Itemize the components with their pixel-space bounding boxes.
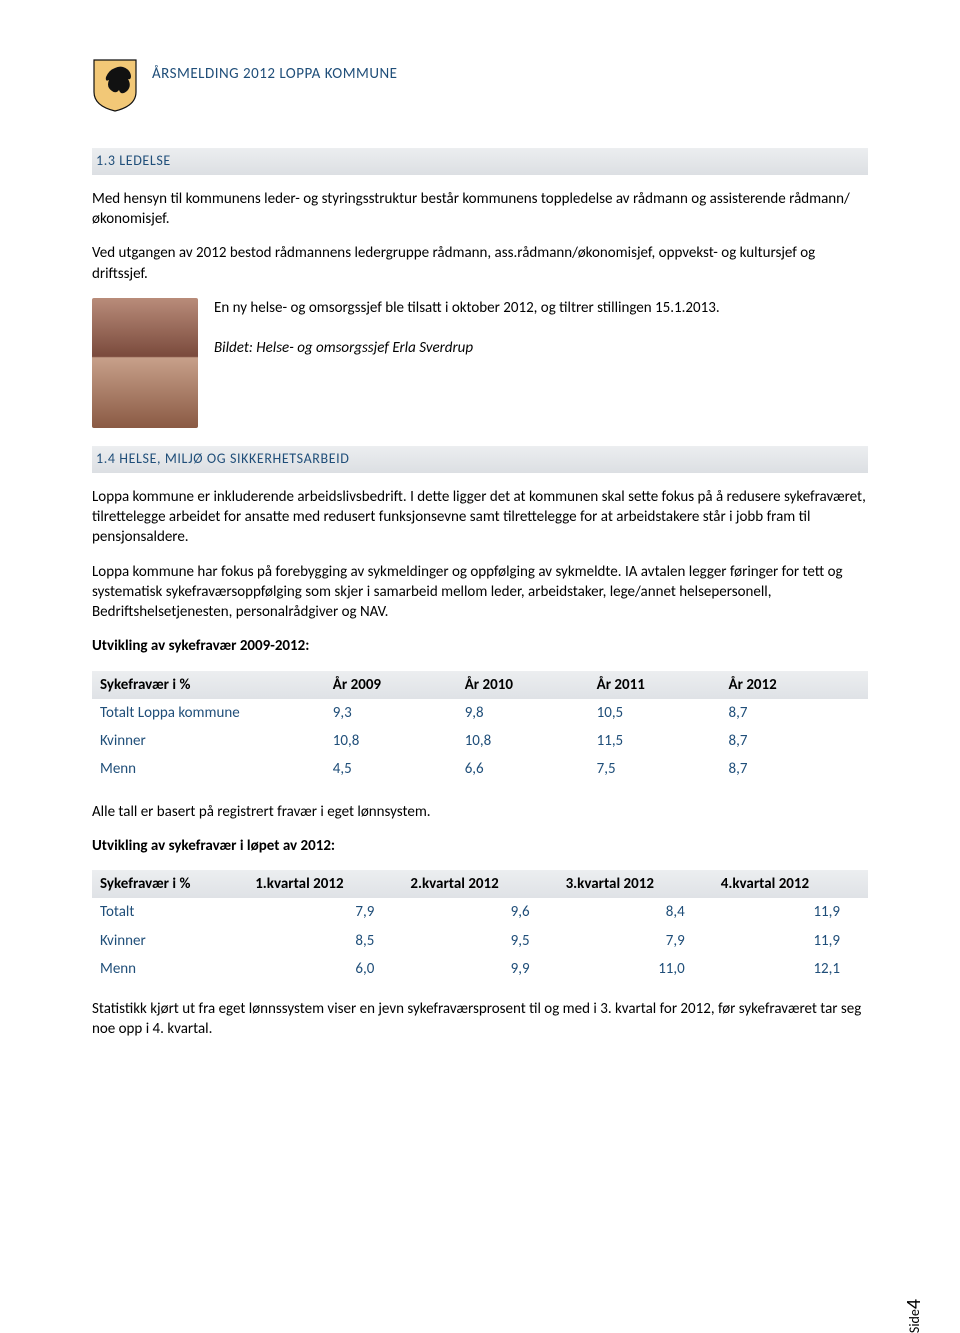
table-row: Totalt Loppa kommune 9,3 9,8 10,5 8,7: [92, 699, 868, 727]
page-number: 4: [902, 1299, 926, 1309]
cell: 10,8: [457, 727, 589, 755]
row-label: Totalt Loppa kommune: [92, 699, 325, 727]
portrait-photo: [92, 298, 198, 428]
col-header: År 2010: [457, 671, 589, 699]
row-label: Totalt: [92, 898, 247, 926]
col-header: År 2012: [721, 671, 868, 699]
header-title: ÅRSMELDING 2012 LOPPA KOMMUNE: [152, 64, 397, 84]
row-label: Menn: [92, 955, 247, 983]
cell: 4,5: [325, 755, 457, 783]
cell: 9,9: [402, 955, 557, 983]
cell: 7,9: [247, 898, 402, 926]
cell: 10,8: [325, 727, 457, 755]
cell: 10,5: [589, 699, 721, 727]
photo-row: En ny helse- og omsorgssjef ble tilsatt …: [92, 298, 868, 428]
cell: 7,9: [558, 927, 713, 955]
body-paragraph: Alle tall er basert på registrert fravær…: [92, 802, 868, 822]
table-row: Totalt 7,9 9,6 8,4 11,9: [92, 898, 868, 926]
col-header: Sykefravær i %: [92, 671, 325, 699]
cell: 6,6: [457, 755, 589, 783]
table-body: Totalt 7,9 9,6 8,4 11,9 Kvinner 8,5 9,5 …: [92, 898, 868, 983]
cell: 7,5: [589, 755, 721, 783]
cell: 8,7: [721, 699, 868, 727]
col-header: År 2011: [589, 671, 721, 699]
body-paragraph: Statistikk kjørt ut fra eget lønnssystem…: [92, 999, 868, 1040]
body-paragraph: Med hensyn til kommunens leder- og styri…: [92, 189, 868, 230]
row-label: Menn: [92, 755, 325, 783]
cell: 11,9: [713, 927, 868, 955]
col-header: 2.kvartal 2012: [402, 870, 557, 898]
cell: 8,4: [558, 898, 713, 926]
body-paragraph: Loppa kommune har fokus på forebygging a…: [92, 562, 868, 623]
photo-caption: Bildet: Helse- og omsorgssjef Erla Sverd…: [214, 338, 720, 358]
body-paragraph: En ny helse- og omsorgssjef ble tilsatt …: [214, 298, 720, 318]
cell: 11,9: [713, 898, 868, 926]
municipal-crest-icon: [92, 58, 138, 112]
sub-heading: Utvikling av sykefravær i løpet av 2012:: [92, 836, 868, 856]
body-paragraph: Loppa kommune er inkluderende arbeidsliv…: [92, 487, 868, 548]
page-number-label: Side4: [901, 1299, 928, 1333]
body-paragraph: Ved utgangen av 2012 bestod rådmannens l…: [92, 243, 868, 284]
col-header: 4.kvartal 2012: [713, 870, 868, 898]
photo-text-block: En ny helse- og omsorgssjef ble tilsatt …: [214, 298, 720, 379]
table-row: Menn 6,0 9,9 11,0 12,1: [92, 955, 868, 983]
document-page: ÅRSMELDING 2012 LOPPA KOMMUNE 1.3 LEDELS…: [0, 0, 960, 1325]
section-heading-hms: 1.4 HELSE, MILJØ OG SIKKERHETSARBEID: [92, 446, 868, 473]
cell: 9,3: [325, 699, 457, 727]
table-row: Kvinner 10,8 10,8 11,5 8,7: [92, 727, 868, 755]
col-header: 1.kvartal 2012: [247, 870, 402, 898]
col-header: 3.kvartal 2012: [558, 870, 713, 898]
cell: 11,0: [558, 955, 713, 983]
side-text: Side: [906, 1309, 923, 1333]
table-body: Totalt Loppa kommune 9,3 9,8 10,5 8,7 Kv…: [92, 699, 868, 784]
cell: 6,0: [247, 955, 402, 983]
cell: 9,6: [402, 898, 557, 926]
table-sykefravær-quarters: Sykefravær i % 1.kvartal 2012 2.kvartal …: [92, 870, 868, 983]
col-header: Sykefravær i %: [92, 870, 247, 898]
table-head: Sykefravær i % År 2009 År 2010 År 2011 Å…: [92, 671, 868, 699]
table-row: Menn 4,5 6,6 7,5 8,7: [92, 755, 868, 783]
section-heading-ledelse: 1.3 LEDELSE: [92, 148, 868, 175]
cell: 8,5: [247, 927, 402, 955]
col-header: År 2009: [325, 671, 457, 699]
row-label: Kvinner: [92, 727, 325, 755]
row-label: Kvinner: [92, 927, 247, 955]
cell: 8,7: [721, 755, 868, 783]
page-header: ÅRSMELDING 2012 LOPPA KOMMUNE: [92, 58, 868, 112]
table-row: Kvinner 8,5 9,5 7,9 11,9: [92, 927, 868, 955]
table-head: Sykefravær i % 1.kvartal 2012 2.kvartal …: [92, 870, 868, 898]
cell: 11,5: [589, 727, 721, 755]
sub-heading: Utvikling av sykefravær 2009-2012:: [92, 636, 868, 656]
cell: 12,1: [713, 955, 868, 983]
cell: 8,7: [721, 727, 868, 755]
cell: 9,8: [457, 699, 589, 727]
table-sykefravær-years: Sykefravær i % År 2009 År 2010 År 2011 Å…: [92, 671, 868, 784]
cell: 9,5: [402, 927, 557, 955]
